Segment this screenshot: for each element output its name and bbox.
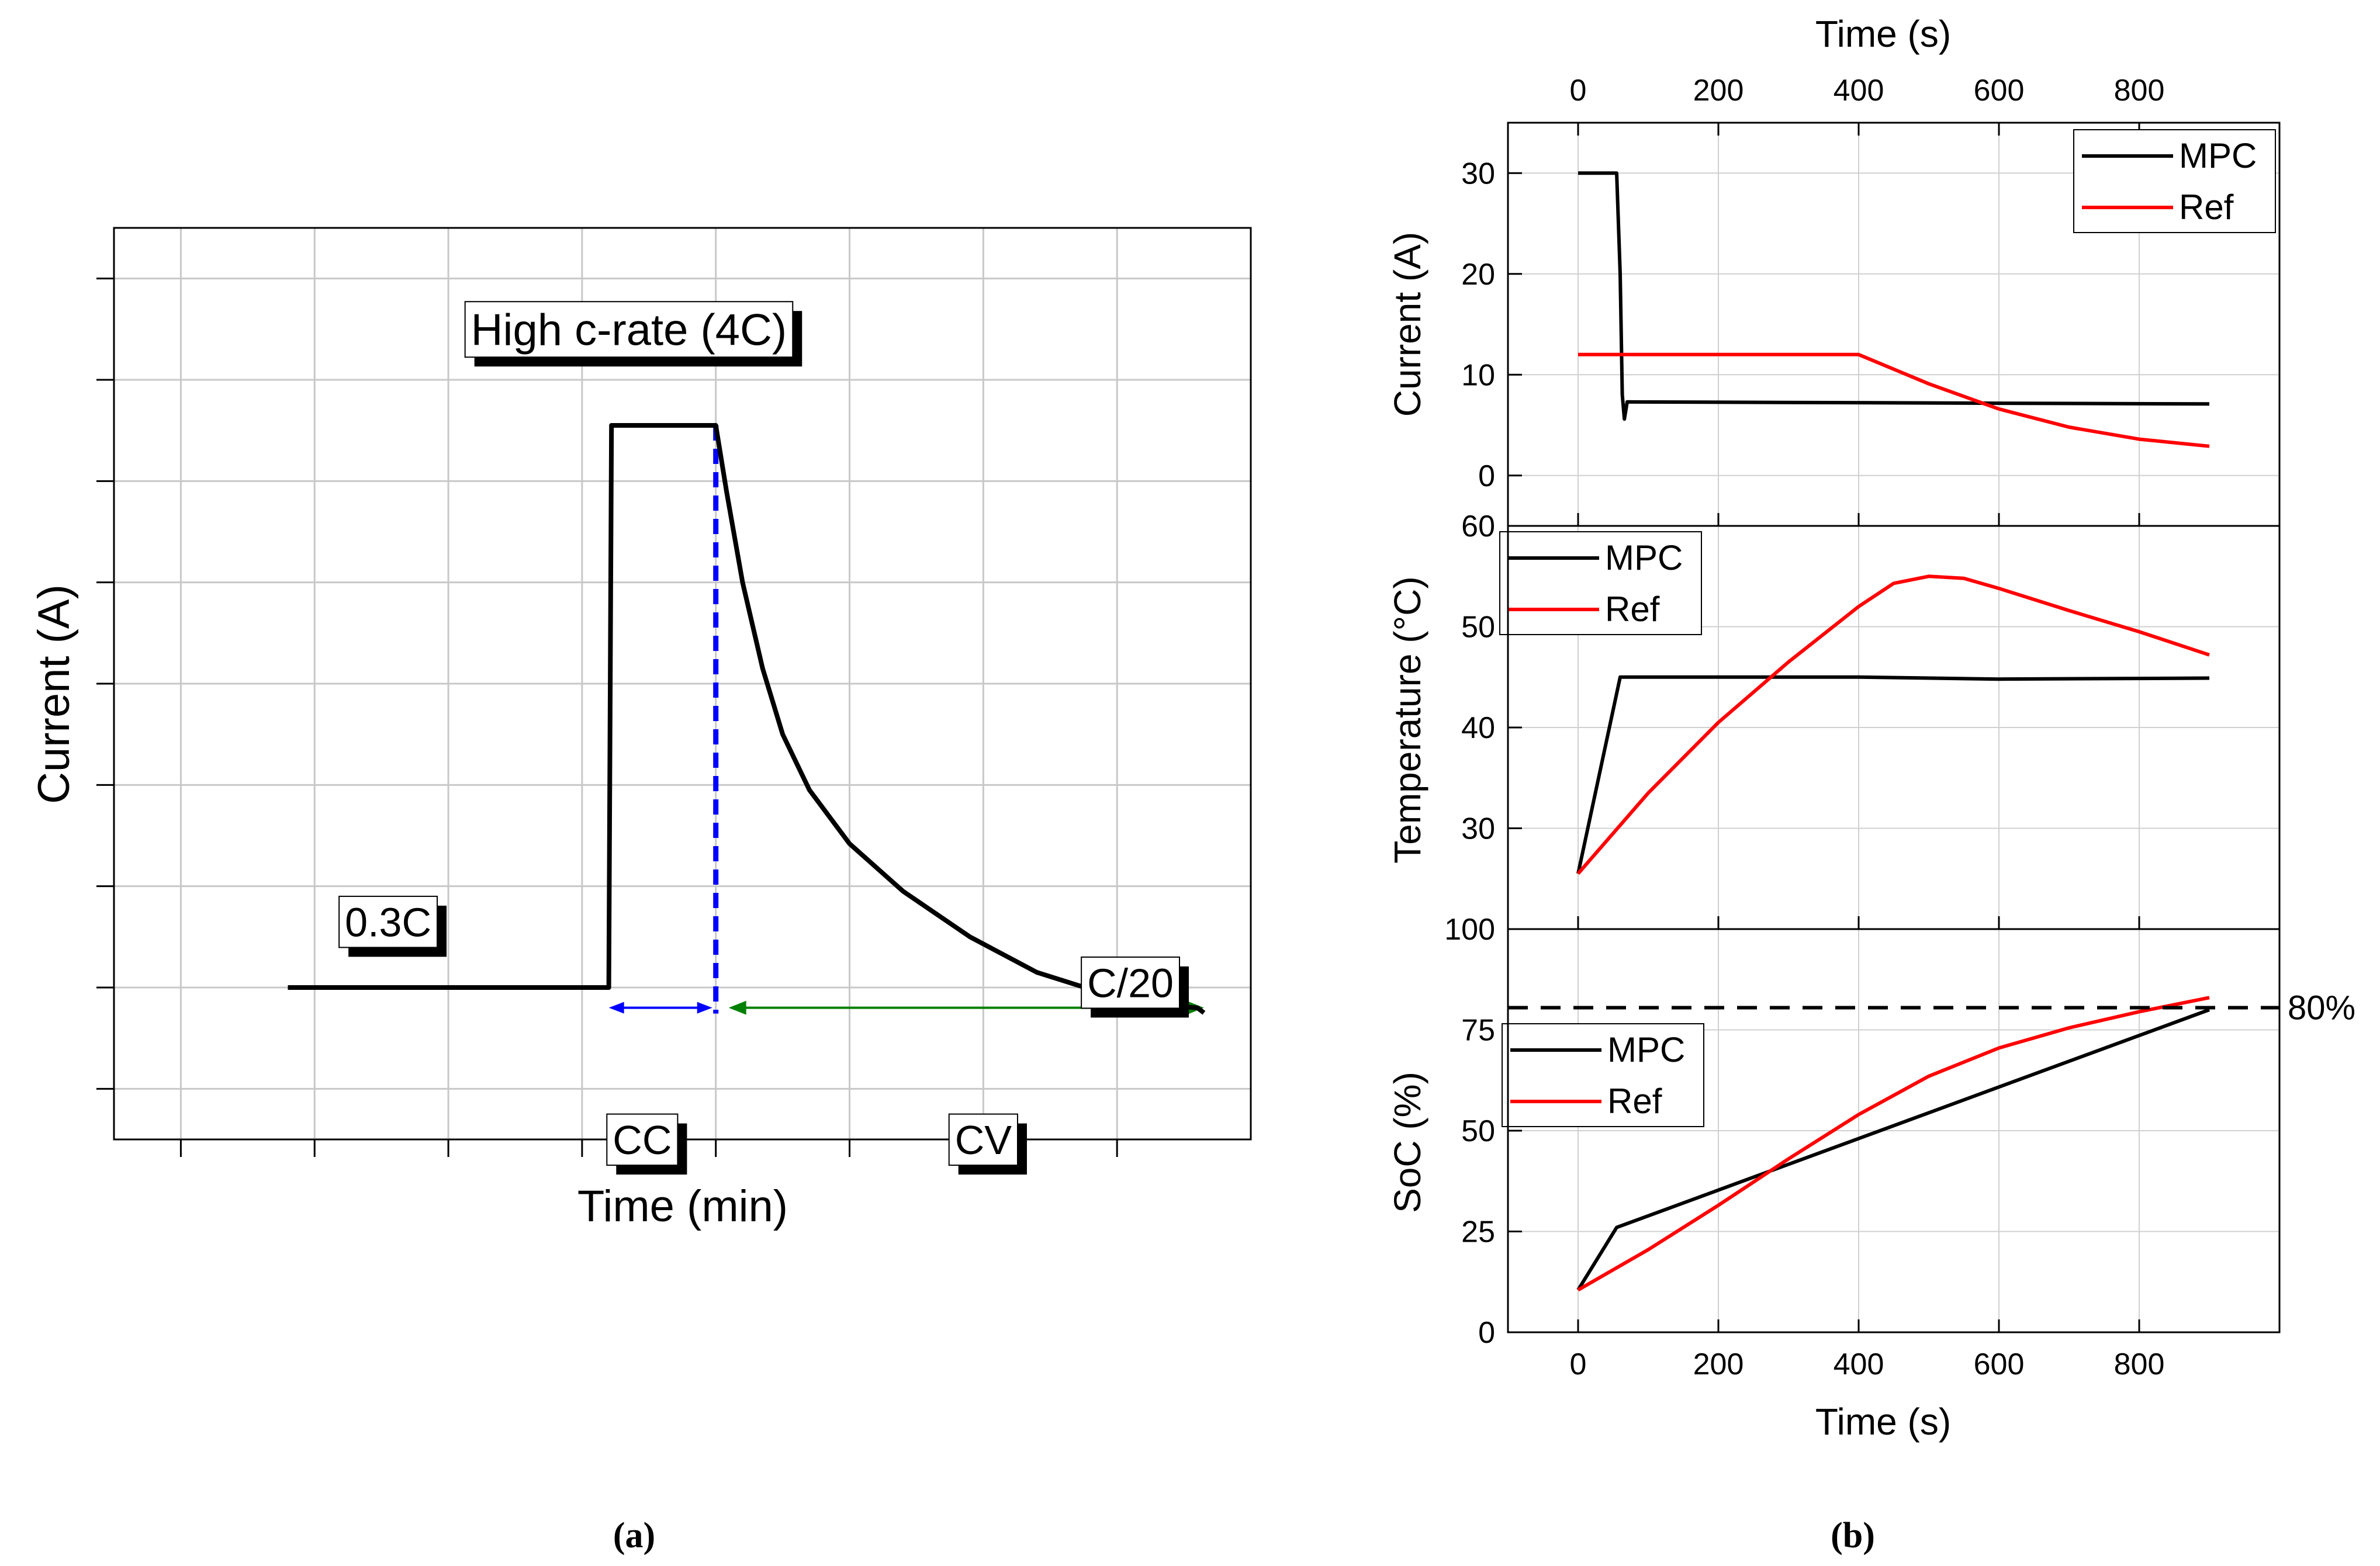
annotation-1: High c-rate (4C) bbox=[464, 301, 802, 367]
soc-80-percent-label: 80% bbox=[2288, 989, 2355, 1027]
temperature-y-tick-label-2: 50 bbox=[1461, 611, 1495, 645]
annotation-2: 0.3C bbox=[338, 895, 447, 957]
annotation-box-5 bbox=[948, 1113, 1018, 1166]
temperature-legend-box bbox=[1499, 531, 1702, 635]
panel-b-caption: (b) bbox=[1831, 1516, 1875, 1555]
annotation-text-2: 0.3C bbox=[345, 900, 431, 945]
panel-b-top-x-axis-label: Time (s) bbox=[1815, 13, 1951, 55]
cv-arrow-left-head bbox=[728, 1000, 746, 1015]
annotation-text-3: C/20 bbox=[1087, 961, 1174, 1006]
panel-a-annotations: High c-rate (4C) 0.3C C/20 CC CV bbox=[338, 301, 1189, 1175]
current-series-Ref bbox=[1578, 352, 2210, 448]
bottom-x-tick-label-2: 400 bbox=[1834, 1347, 1884, 1381]
cc-arrow-right-head bbox=[697, 1002, 712, 1014]
annotation-text-5: CV bbox=[955, 1117, 1012, 1163]
current-legend: MPC Ref bbox=[2073, 129, 2276, 233]
soc-legend: MPC Ref bbox=[1502, 1023, 1704, 1127]
temperature-y-tick-label-3: 60 bbox=[1461, 510, 1495, 543]
bottom-x-tick-label-0: 0 bbox=[1570, 1347, 1587, 1381]
annotation-box-2 bbox=[338, 895, 438, 948]
annotation-5: CV bbox=[948, 1113, 1027, 1175]
top-x-tick-label-2: 400 bbox=[1834, 74, 1884, 108]
bottom-x-tick-label-4: 800 bbox=[2114, 1347, 2165, 1381]
panel-b-soc-y-label: SoC (%) bbox=[1386, 1072, 1428, 1213]
cc-arrow-left-head bbox=[608, 1002, 624, 1014]
panel-b-grid bbox=[1508, 123, 2279, 1332]
temperature-y-tick-label-1: 40 bbox=[1461, 711, 1495, 745]
panel-a-ticks bbox=[96, 278, 1118, 1157]
current-series-MPC bbox=[1578, 171, 2210, 421]
top-x-tick-label-1: 200 bbox=[1693, 74, 1744, 108]
temperature-series-MPC bbox=[1576, 675, 2210, 874]
top-x-tick-label-0: 0 bbox=[1570, 74, 1587, 108]
current-legend-label-Ref: Ref bbox=[2179, 188, 2234, 227]
temperature-legend-label-Ref: Ref bbox=[1605, 590, 1660, 629]
annotation-box-4 bbox=[606, 1113, 679, 1166]
soc-series-MPC bbox=[1576, 1008, 2211, 1291]
current-y-tick-label-1: 10 bbox=[1461, 358, 1495, 392]
annotation-text-4: CC bbox=[613, 1117, 672, 1163]
soc-frame bbox=[1507, 928, 2281, 1333]
current-y-tick-label-0: 0 bbox=[1478, 459, 1495, 493]
panel-a-x-axis-label: Time (min) bbox=[577, 1182, 788, 1231]
annotation-4: CC bbox=[606, 1113, 687, 1175]
panel-b-bottom-x-axis-label: Time (s) bbox=[1815, 1401, 1951, 1443]
bottom-x-tick-label-1: 200 bbox=[1693, 1347, 1744, 1381]
panel-a-y-axis-label: Current (A) bbox=[29, 584, 79, 804]
temperature-y-tick-label-0: 30 bbox=[1461, 812, 1495, 846]
current-y-tick-label-3: 30 bbox=[1461, 157, 1495, 190]
bottom-x-tick-label-3: 600 bbox=[1974, 1347, 2025, 1381]
current-legend-box bbox=[2073, 129, 2276, 233]
panel-b-series bbox=[1576, 171, 2211, 1292]
panel-a-grid bbox=[114, 228, 1251, 1139]
panel-b-reference-line: 80% bbox=[1508, 989, 2355, 1027]
soc-legend-label-Ref: Ref bbox=[1607, 1082, 1662, 1121]
temperature-series-Ref bbox=[1576, 574, 2210, 875]
soc-y-tick-label-4: 100 bbox=[1444, 913, 1495, 947]
soc-y-tick-label-3: 75 bbox=[1461, 1014, 1495, 1048]
temperature-legend: MPC Ref bbox=[1499, 531, 1702, 635]
soc-series-Ref bbox=[1577, 996, 2210, 1292]
panel-b-temperature-y-label: Temperature (°C) bbox=[1386, 576, 1428, 864]
annotation-text-1: High c-rate (4C) bbox=[471, 306, 787, 355]
soc-y-tick-label-2: 50 bbox=[1461, 1114, 1495, 1148]
soc-legend-box bbox=[1502, 1023, 1704, 1127]
panel-b-frames bbox=[1507, 122, 2281, 1333]
panel-b-legends: MPC Ref MPC Ref MPC Ref bbox=[1499, 129, 2276, 1127]
annotation-3: C/20 bbox=[1081, 956, 1189, 1018]
panel-a-caption: (a) bbox=[613, 1516, 655, 1555]
soc-y-tick-label-1: 25 bbox=[1461, 1215, 1495, 1249]
panel-b-current-y-label: Current (A) bbox=[1386, 232, 1428, 417]
temperature-legend-label-MPC: MPC bbox=[1605, 538, 1683, 577]
top-x-tick-label-4: 800 bbox=[2114, 74, 2165, 108]
top-x-tick-label-3: 600 bbox=[1974, 74, 2025, 108]
annotation-box-1 bbox=[464, 301, 794, 358]
soc-y-tick-label-0: 0 bbox=[1478, 1316, 1495, 1350]
current-legend-label-MPC: MPC bbox=[2179, 136, 2257, 175]
annotation-box-3 bbox=[1081, 956, 1180, 1009]
current-y-tick-label-2: 20 bbox=[1461, 258, 1495, 292]
soc-legend-label-MPC: MPC bbox=[1607, 1030, 1685, 1069]
